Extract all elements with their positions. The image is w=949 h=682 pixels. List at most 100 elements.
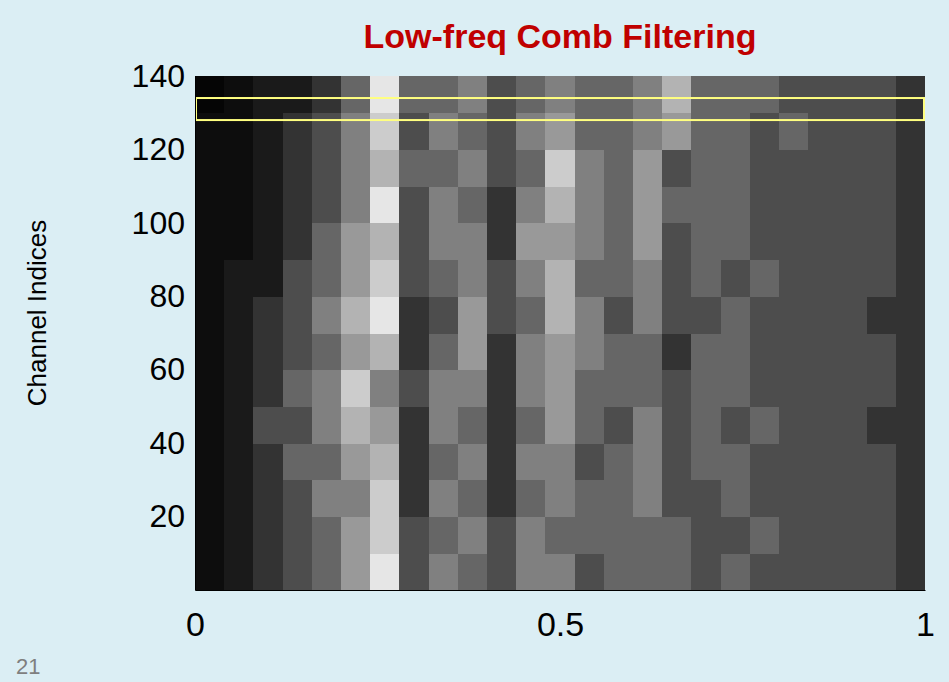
heatmap-cell [721, 113, 751, 150]
heatmap-cell [750, 76, 780, 113]
heatmap-cell [604, 553, 634, 590]
heatmap-cell [896, 296, 925, 333]
heatmap-cell [837, 113, 867, 150]
heatmap-cell [662, 333, 692, 370]
heatmap-cell [195, 443, 225, 480]
heatmap-cell [662, 186, 692, 223]
x-axis-line [196, 590, 926, 591]
heatmap-cell [429, 260, 459, 297]
heatmap-cell [837, 333, 867, 370]
heatmap-cell [867, 223, 897, 260]
heatmap-cell [896, 480, 925, 517]
heatmap-cell [312, 480, 342, 517]
heatmap-cell [721, 517, 751, 554]
heatmap-cell [341, 480, 371, 517]
heatmap-cell [750, 149, 780, 186]
heatmap-cell [721, 260, 751, 297]
x-tick-label: 1 [916, 605, 935, 643]
x-axis: 00.51 [186, 590, 935, 643]
heatmap-cell [253, 443, 283, 480]
x-tick-label: 0 [186, 605, 205, 643]
heatmap-cell [429, 443, 459, 480]
heatmap-cell [837, 370, 867, 407]
heatmap-cell [283, 186, 313, 223]
heatmap-cell [808, 333, 838, 370]
y-tick-label: 60 [149, 351, 185, 387]
heatmap-cell [575, 370, 605, 407]
heatmap-cell [283, 553, 313, 590]
heatmap-cell [750, 480, 780, 517]
heatmap-cell [779, 260, 809, 297]
heatmap-cell [750, 113, 780, 150]
heatmap-cell [867, 553, 897, 590]
heatmap-cell [283, 223, 313, 260]
heatmap-cell [370, 406, 400, 443]
heatmap-cell [721, 149, 751, 186]
heatmap-cell [224, 370, 254, 407]
heatmap-cell [399, 333, 429, 370]
heatmap-cell [721, 333, 751, 370]
heatmap-cell [662, 553, 692, 590]
heatmap-cell [633, 443, 663, 480]
heatmap-cell [399, 443, 429, 480]
heatmap-cell [575, 260, 605, 297]
heatmap-cell [487, 517, 517, 554]
heatmap-cell [808, 223, 838, 260]
heatmap-cell [487, 406, 517, 443]
heatmap-cell [312, 149, 342, 186]
heatmap-cell [516, 443, 546, 480]
heatmap-cell [312, 186, 342, 223]
plot-area [195, 76, 925, 590]
heatmap-cell [867, 149, 897, 186]
heatmap-cell [224, 223, 254, 260]
y-tick: 40 [149, 425, 195, 461]
heatmap-cell [224, 333, 254, 370]
heatmap-cell [750, 406, 780, 443]
heatmap-cell [721, 480, 751, 517]
heatmap-cell [224, 113, 254, 150]
heatmap-cell [253, 517, 283, 554]
heatmap-cell [253, 260, 283, 297]
heatmap-cell [458, 480, 488, 517]
heatmap-cell [341, 76, 371, 113]
heatmap-cell [604, 113, 634, 150]
heatmap-cell [458, 370, 488, 407]
heatmap-cell [312, 370, 342, 407]
heatmap-cell [721, 76, 751, 113]
heatmap-cell [195, 370, 225, 407]
y-tick: 80 [149, 278, 195, 314]
heatmap-cell [370, 260, 400, 297]
heatmap-cell [399, 260, 429, 297]
y-axis: 20406080100120140 [132, 58, 196, 591]
heatmap-cell [867, 517, 897, 554]
x-tick: 0.5 [537, 590, 584, 643]
heatmap-cell [604, 443, 634, 480]
heatmap-cell [545, 370, 575, 407]
heatmap-cell [516, 480, 546, 517]
heatmap-cell [808, 113, 838, 150]
heatmap-cell [808, 76, 838, 113]
heatmap-cell [341, 553, 371, 590]
heatmap-cell [662, 260, 692, 297]
heatmap-cell [487, 149, 517, 186]
heatmap-cell [195, 186, 225, 223]
heatmap-cell [691, 333, 721, 370]
heatmap-cell [458, 443, 488, 480]
heatmap-cell [575, 333, 605, 370]
heatmap-cell [224, 149, 254, 186]
heatmap-cell [516, 186, 546, 223]
heatmap-cell [575, 113, 605, 150]
heatmap-cell [545, 333, 575, 370]
heatmap-cell [370, 443, 400, 480]
heatmap-cell [487, 260, 517, 297]
heatmap-cell [750, 370, 780, 407]
heatmap-cell [575, 223, 605, 260]
y-tick: 20 [149, 498, 195, 534]
heatmap-cell [837, 76, 867, 113]
heatmap-cell [283, 260, 313, 297]
heatmap-cell [750, 296, 780, 333]
heatmap-cell [341, 406, 371, 443]
heatmap-cell [633, 370, 663, 407]
heatmap-cell [545, 480, 575, 517]
heatmap-cell [575, 149, 605, 186]
